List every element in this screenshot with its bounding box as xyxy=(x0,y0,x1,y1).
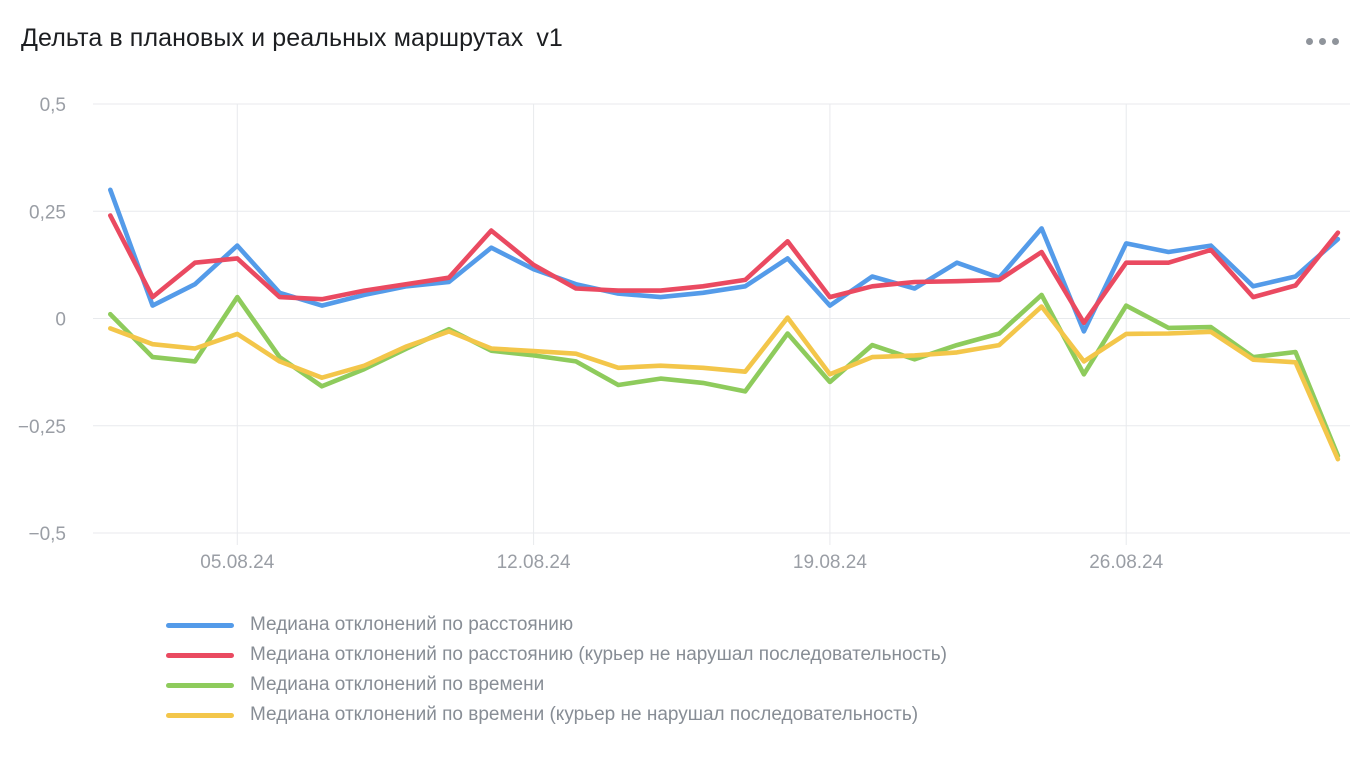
series-line-0 xyxy=(108,187,1341,334)
legend-label: Медиана отклонений по времени xyxy=(250,674,545,695)
x-axis-tick-label: 19.08.24 xyxy=(793,552,867,573)
legend-label: Медиана отклонений по расстоянию (курьер… xyxy=(250,644,947,665)
ellipsis-icon xyxy=(1305,37,1339,45)
legend-item-0[interactable]: Медиана отклонений по расстоянию xyxy=(166,610,947,640)
legend-label: Медиана отклонений по времени (курьер не… xyxy=(250,704,919,725)
series-line-3 xyxy=(108,304,1341,462)
series-line-1 xyxy=(108,213,1341,326)
y-axis-tick-label: −0,25 xyxy=(18,417,66,438)
legend-item-3[interactable]: Медиана отклонений по времени (курьер не… xyxy=(166,700,947,730)
more-menu-button[interactable] xyxy=(1300,28,1344,54)
chart-legend: Медиана отклонений по расстоянию Медиана … xyxy=(166,610,947,730)
legend-item-2[interactable]: Медиана отклонений по времени xyxy=(166,670,947,700)
legend-swatch xyxy=(166,622,234,628)
y-axis-tick-label: 0,5 xyxy=(40,95,66,116)
legend-swatch xyxy=(166,682,234,688)
x-axis-tick-label: 05.08.24 xyxy=(200,552,274,573)
chart-header: Дельта в плановых и реальных маршрутах v… xyxy=(21,24,1306,53)
legend-item-1[interactable]: Медиана отклонений по расстоянию (курьер… xyxy=(166,640,947,670)
x-axis-tick-label: 12.08.24 xyxy=(497,552,571,573)
y-axis-tick-label: −0,5 xyxy=(28,524,66,545)
y-axis-tick-label: 0,25 xyxy=(29,202,66,223)
chart-title: Дельта в плановых и реальных маршрутах xyxy=(21,24,524,52)
x-axis-tick-label: 26.08.24 xyxy=(1089,552,1163,573)
line-chart-svg[interactable]: 0,5 0,25 0 −0,25 −0,5 05.08.24 12.08.24 19.08.2… xyxy=(0,0,1366,600)
chart-version-label: v1 xyxy=(536,24,563,52)
legend-swatch xyxy=(166,712,234,718)
legend-swatch xyxy=(166,652,234,658)
plot-area[interactable]: 0,5 0,25 0 −0,25 −0,5 05.08.24 12.08.24 19.08.2… xyxy=(0,0,1366,600)
series-line-2 xyxy=(108,292,1341,459)
y-axis-tick-label: 0 xyxy=(55,310,66,331)
legend-label: Медиана отклонений по расстоянию xyxy=(250,614,574,635)
